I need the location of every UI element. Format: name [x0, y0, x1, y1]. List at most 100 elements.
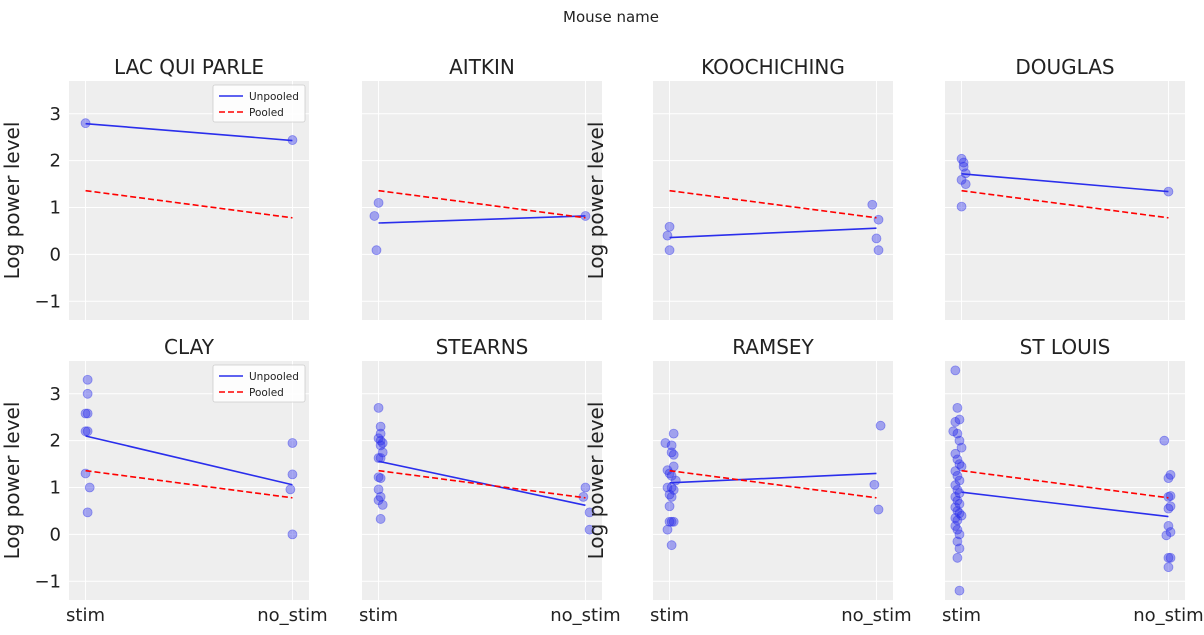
- data-point: [950, 448, 961, 459]
- data-point: [82, 426, 93, 437]
- data-point: [958, 157, 969, 168]
- panel-title: LAC QUI PARLE: [114, 55, 264, 79]
- data-point: [377, 447, 388, 458]
- data-point: [952, 506, 963, 516]
- data-point: [371, 245, 382, 256]
- data-point: [373, 495, 384, 506]
- data-point: [285, 484, 296, 495]
- unpooled-line: [85, 122, 293, 142]
- data-point: [1165, 527, 1176, 537]
- data-point: [373, 453, 384, 463]
- data-point: [952, 552, 963, 563]
- data-point: [952, 470, 963, 481]
- data-point: [668, 449, 679, 460]
- unpooled-line: [961, 491, 1169, 518]
- unpooled-line: [85, 435, 293, 486]
- panel-background: [362, 361, 602, 600]
- data-point: [666, 492, 677, 502]
- data-point: [950, 502, 961, 513]
- unpooled-line: [669, 227, 877, 239]
- panel-background: [945, 361, 1185, 600]
- data-point: [960, 168, 971, 179]
- data-point: [1165, 552, 1176, 563]
- unpooled-line: [961, 172, 1169, 193]
- data-point: [952, 536, 963, 547]
- data-point: [668, 516, 679, 527]
- data-point: [82, 507, 93, 518]
- data-point: [950, 492, 961, 502]
- data-point: [375, 492, 386, 502]
- data-point: [954, 459, 965, 469]
- data-point: [960, 179, 971, 189]
- data-point: [287, 469, 298, 480]
- x-tick-label-no-stim: no_stim: [257, 605, 327, 626]
- data-point: [952, 428, 963, 439]
- data-point: [662, 524, 673, 535]
- data-point: [954, 499, 965, 509]
- x-tick-label-no-stim: no_stim: [550, 605, 620, 626]
- data-point: [664, 221, 675, 232]
- data-point: [662, 482, 673, 493]
- data-point: [373, 402, 384, 413]
- x-tick-label-stim: stim: [942, 605, 981, 626]
- data-point: [1163, 492, 1174, 502]
- panel-background: [653, 361, 893, 600]
- data-point: [375, 440, 386, 451]
- data-point: [952, 524, 963, 535]
- data-point: [1163, 521, 1174, 531]
- data-point: [664, 489, 675, 500]
- data-point: [662, 230, 673, 241]
- data-point: [373, 197, 384, 208]
- data-point: [1165, 501, 1176, 512]
- data-point: [666, 447, 677, 458]
- data-point: [950, 521, 961, 531]
- data-point: [82, 374, 93, 385]
- data-point: [950, 513, 961, 523]
- unpooled-line: [378, 460, 586, 507]
- data-point: [82, 388, 93, 399]
- data-point: [373, 433, 384, 444]
- data-point: [584, 524, 595, 535]
- data-point: [956, 442, 967, 453]
- data-point: [373, 484, 384, 495]
- legend-box: [212, 364, 306, 403]
- data-point: [948, 426, 959, 437]
- data-point: [1159, 435, 1170, 446]
- data-point: [668, 428, 679, 439]
- pooled-line: [378, 189, 586, 219]
- y-axis-label: Log power level: [0, 402, 24, 560]
- data-point: [950, 480, 961, 491]
- y-tick-label: 1: [50, 198, 61, 219]
- legend-label-pooled: Pooled: [249, 107, 284, 119]
- unpooled-line: [669, 472, 877, 484]
- data-point: [952, 515, 963, 526]
- data-point: [956, 201, 967, 212]
- data-point: [375, 473, 386, 484]
- data-point: [954, 543, 965, 554]
- panel-background: [945, 81, 1185, 320]
- data-point: [950, 417, 961, 427]
- data-point: [666, 516, 677, 527]
- data-point: [660, 438, 671, 448]
- data-point: [875, 420, 886, 431]
- pooled-line: [85, 469, 293, 499]
- data-point: [664, 245, 675, 256]
- data-point: [1163, 473, 1174, 484]
- y-axis-label: Log power level: [584, 402, 608, 560]
- x-tick-label-no-stim: no_stim: [1133, 605, 1203, 626]
- pooled-line: [961, 189, 1169, 219]
- x-tick-label-stim: stim: [66, 605, 105, 626]
- data-point: [82, 408, 93, 419]
- data-point: [958, 161, 969, 172]
- legend-label-unpooled: Unpooled: [249, 371, 299, 383]
- data-point: [952, 454, 963, 465]
- data-point: [375, 428, 386, 439]
- data-point: [373, 472, 384, 483]
- data-point: [869, 479, 880, 490]
- y-tick-label: −1: [34, 571, 61, 592]
- data-point: [375, 514, 386, 524]
- data-point: [950, 466, 961, 477]
- data-point: [664, 516, 675, 527]
- data-point: [580, 482, 591, 493]
